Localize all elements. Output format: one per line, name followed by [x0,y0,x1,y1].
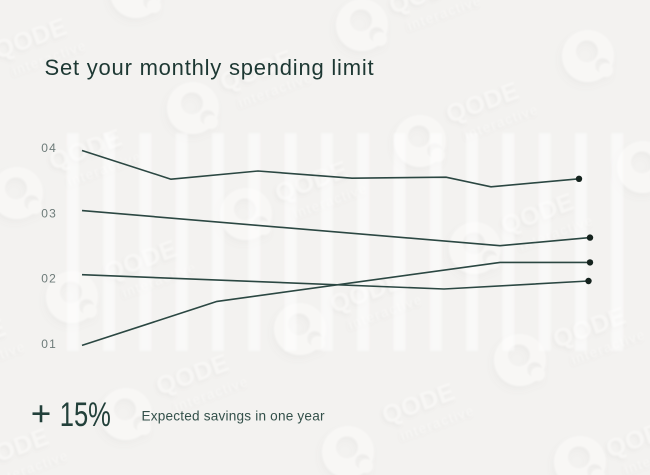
svg-text:Expected savings in one year: Expected savings in one year [142,408,325,423]
svg-text:02: 02 [41,272,57,286]
svg-text:15%: 15% [60,396,111,434]
svg-text:01: 01 [41,337,57,351]
svg-text:03: 03 [41,206,57,220]
svg-text:04: 04 [41,141,57,155]
svg-text:Set your monthly spending limi: Set your monthly spending limit [45,55,375,80]
